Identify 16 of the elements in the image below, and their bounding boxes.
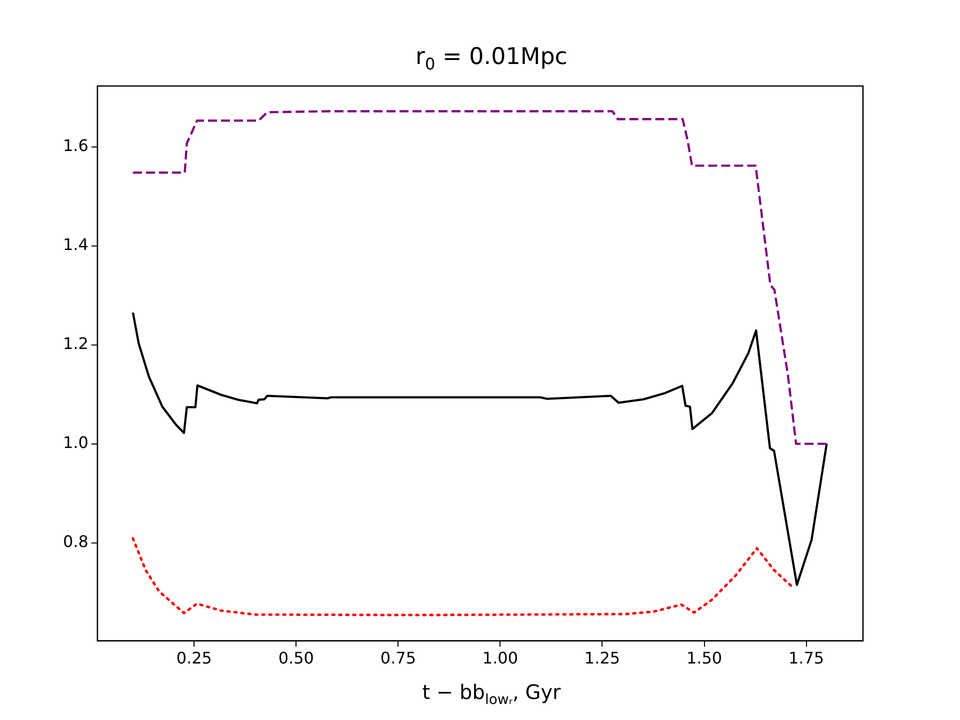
x-tick-label: 1.75 (788, 648, 824, 668)
x-tick-label: 1.25 (584, 648, 620, 668)
y-tick-label: 1.4 (62, 235, 88, 254)
x-axis-title: t − bb$_{lowᵣ}$, Gyr (421, 680, 562, 708)
x-tick-label: 0.50 (278, 648, 314, 668)
x-tick-label: 0.75 (380, 648, 416, 668)
x-tick-label: 1.00 (482, 648, 518, 668)
y-tick-label: 0.8 (62, 532, 88, 551)
chart-title: r$_{0}$ = 0.01Mpc (414, 44, 568, 74)
y-tick-label: 1.6 (62, 136, 88, 156)
y-tick-label: 1.0 (62, 432, 88, 452)
x-tick-label: 0.25 (176, 648, 212, 668)
y-tick-label: 1.2 (62, 334, 88, 353)
line-series (132, 537, 792, 616)
line-series (132, 110, 828, 445)
x-tick-label: 1.50 (686, 648, 722, 668)
